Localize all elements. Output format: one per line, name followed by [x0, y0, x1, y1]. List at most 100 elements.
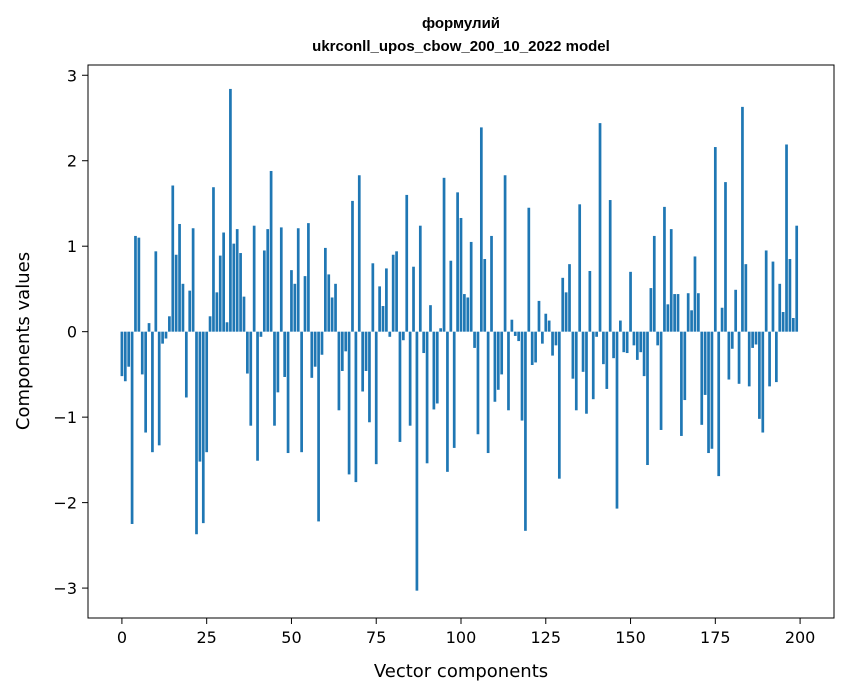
bar: [229, 88, 232, 332]
bar: [646, 331, 649, 466]
bar: [534, 331, 537, 363]
bar: [239, 253, 242, 332]
bar: [449, 260, 453, 332]
bar: [191, 228, 195, 332]
bar: [178, 223, 181, 332]
bar: [279, 227, 283, 332]
bar: [161, 331, 164, 344]
bar: [181, 283, 185, 332]
bar: [354, 331, 358, 483]
bar: [395, 251, 398, 332]
bar: [422, 331, 426, 354]
bar: [744, 264, 748, 332]
bar: [225, 322, 229, 332]
bar: [429, 305, 432, 332]
bar: [669, 229, 673, 332]
bar: [246, 331, 249, 374]
x-tick-label: 25: [197, 628, 217, 647]
bar: [130, 331, 134, 524]
bar: [659, 331, 663, 430]
bar: [557, 331, 561, 479]
x-tick-label: 175: [700, 628, 731, 647]
bar: [140, 331, 144, 375]
y-tick-label: 0: [67, 323, 77, 342]
bar: [222, 232, 225, 332]
bar: [608, 200, 612, 332]
bar: [758, 331, 761, 419]
bar: [791, 318, 795, 332]
bar: [293, 283, 297, 332]
bar: [296, 228, 300, 332]
bar: [537, 300, 541, 332]
bar: [663, 206, 666, 332]
bar: [405, 194, 409, 332]
x-tick-label: 50: [281, 628, 301, 647]
bar: [520, 331, 524, 421]
bar: [435, 331, 439, 404]
bar: [378, 286, 381, 332]
bar: [361, 331, 365, 392]
bar: [703, 331, 707, 395]
bar: [513, 331, 517, 336]
bar: [418, 225, 422, 332]
bar: [591, 331, 595, 400]
bar: [324, 247, 327, 332]
bar: [629, 271, 632, 332]
bar: [686, 293, 690, 332]
bar: [218, 255, 222, 332]
bar: [710, 331, 714, 449]
bar: [385, 268, 388, 332]
bar: [707, 331, 710, 454]
bar: [554, 331, 558, 346]
x-tick-label: 200: [785, 628, 816, 647]
bar: [730, 331, 734, 349]
bar: [256, 331, 259, 461]
bar: [619, 320, 622, 332]
bar: [456, 192, 459, 332]
bar: [330, 297, 334, 332]
bar: [276, 331, 280, 393]
bar: [666, 304, 670, 332]
bar: [544, 313, 548, 332]
bar: [327, 274, 331, 332]
bar: [388, 331, 392, 337]
bar: [412, 266, 415, 332]
bar: [120, 331, 124, 377]
bar: [639, 331, 643, 353]
bar: [154, 251, 158, 332]
bar: [649, 288, 653, 332]
bar: [754, 331, 758, 345]
bar: [625, 331, 629, 354]
y-tick-label: 2: [67, 152, 77, 171]
bar: [144, 331, 147, 433]
bar: [697, 293, 700, 332]
bar: [313, 331, 317, 367]
bar: [581, 331, 585, 372]
bar: [493, 331, 497, 402]
bar: [469, 241, 473, 332]
x-tick-label: 150: [615, 628, 646, 647]
bar: [761, 331, 765, 433]
bar: [300, 331, 303, 453]
bar: [201, 331, 205, 524]
bar: [164, 331, 168, 339]
bar: [778, 283, 782, 332]
bar: [680, 331, 683, 436]
bar: [123, 331, 127, 382]
bar: [588, 270, 592, 332]
bar: [446, 331, 449, 472]
bar: [690, 310, 693, 332]
bar: [259, 331, 263, 337]
x-tick-label: 75: [366, 628, 386, 647]
bar: [683, 331, 687, 401]
bar: [530, 331, 534, 365]
bar: [527, 207, 531, 332]
bar: [615, 331, 619, 509]
bars-group: [120, 88, 799, 591]
bar: [727, 331, 731, 380]
bar: [157, 331, 161, 446]
bar: [283, 331, 287, 377]
bar: [334, 283, 337, 332]
bar: [408, 331, 412, 426]
bar: [215, 292, 219, 332]
